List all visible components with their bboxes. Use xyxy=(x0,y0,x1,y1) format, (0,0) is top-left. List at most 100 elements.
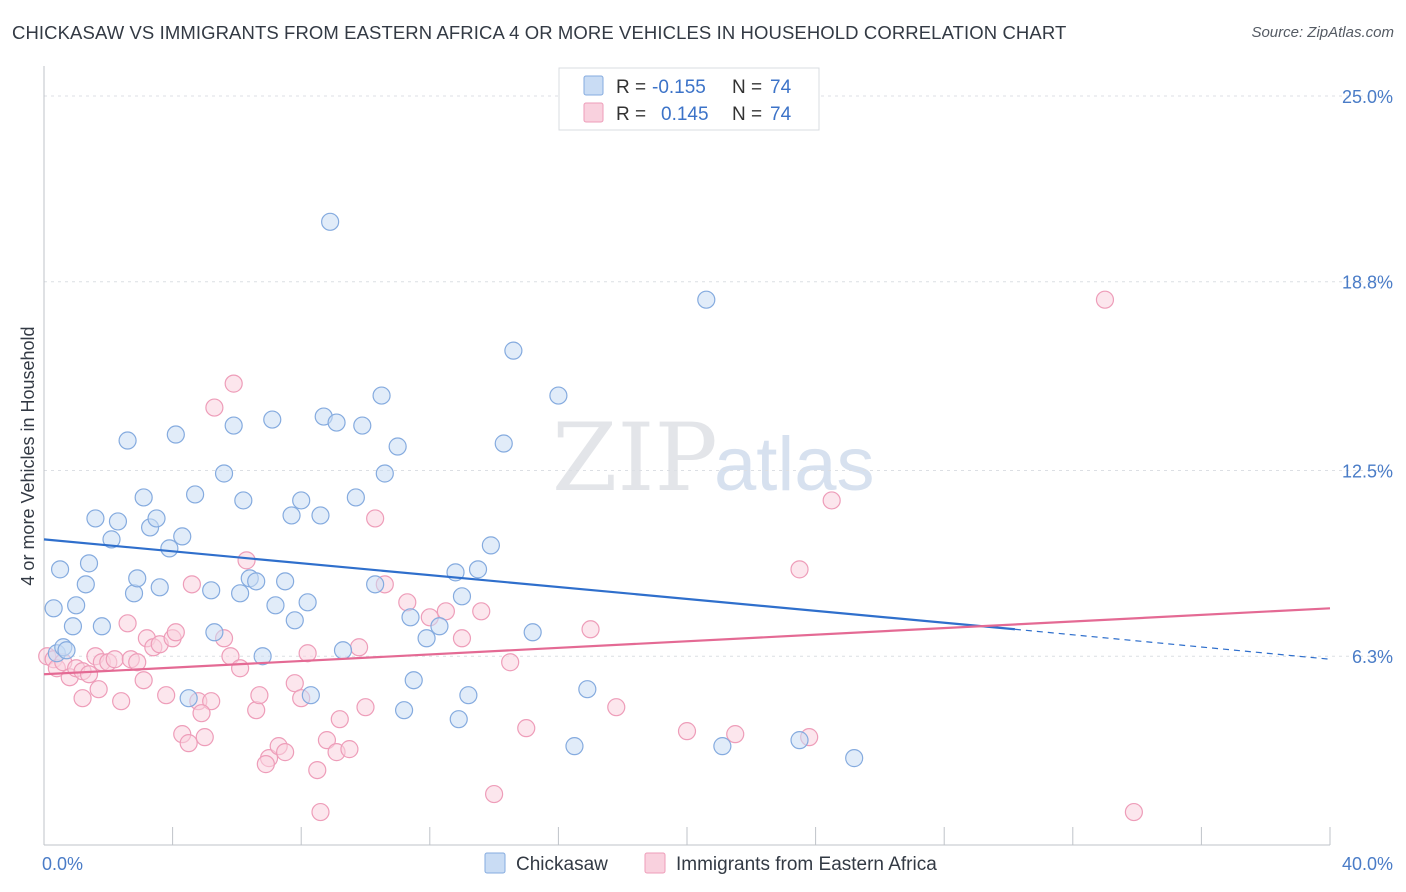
chickasaw-point-40 xyxy=(299,594,316,611)
chickasaw-point-41 xyxy=(302,687,319,704)
chickasaw-point-21 xyxy=(167,426,184,443)
immigrants-point-13 xyxy=(113,693,130,710)
x-tick-label-1: 40.0% xyxy=(1342,854,1393,874)
immigrants-point-14 xyxy=(119,615,136,632)
chickasaw-point-25 xyxy=(203,582,220,599)
chickasaw-point-62 xyxy=(505,342,522,359)
legend-r-value-2: 0.145 xyxy=(661,104,709,125)
chickasaw-point-69 xyxy=(791,732,808,749)
chickasaw-point-26 xyxy=(206,624,223,641)
immigrants-point-34 xyxy=(232,660,249,677)
chickasaw-point-19 xyxy=(151,579,168,596)
immigrants-point-51 xyxy=(367,510,384,527)
immigrants-point-59 xyxy=(502,654,519,671)
chickasaw-point-36 xyxy=(277,573,294,590)
chickasaw-point-39 xyxy=(293,492,310,509)
immigrants-point-69 xyxy=(1125,804,1142,821)
immigrants-point-12 xyxy=(106,651,123,668)
immigrants-point-61 xyxy=(582,621,599,638)
immigrants-point-64 xyxy=(727,726,744,743)
legend-swatch-immigrants xyxy=(584,103,603,122)
y-axis-label: 4 or more Vehicles in Household xyxy=(18,326,38,585)
immigrants-point-35 xyxy=(238,552,255,569)
chickasaw-point-4 xyxy=(58,642,75,659)
immigrants-eastern-africa-points xyxy=(39,291,1143,820)
y-tick-label-1: 12.5% xyxy=(1342,461,1393,481)
y-tick-label-0: 6.3% xyxy=(1352,647,1393,667)
chickasaw-point-22 xyxy=(174,528,191,545)
legend-r-label-1: R = xyxy=(616,77,646,98)
chickasaw-point-16 xyxy=(135,489,152,506)
chickasaw-point-7 xyxy=(77,576,94,593)
chickasaw-point-35 xyxy=(267,597,284,614)
watermark-atlas: atlas xyxy=(714,422,875,507)
chickasaw-point-3 xyxy=(52,561,69,578)
chickasaw-point-20 xyxy=(161,540,178,557)
immigrants-point-62 xyxy=(608,699,625,716)
chickasaw-point-71 xyxy=(450,711,467,728)
chickasaw-point-60 xyxy=(482,537,499,554)
immigrants-point-68 xyxy=(1096,291,1113,308)
immigrants-point-44 xyxy=(309,762,326,779)
chickasaw-point-48 xyxy=(354,417,371,434)
legend-n-value-2: 74 xyxy=(770,104,792,125)
immigrants-point-67 xyxy=(823,492,840,509)
chickasaw-point-47 xyxy=(347,489,364,506)
chickasaw-point-61 xyxy=(495,435,512,452)
immigrants-point-60 xyxy=(518,720,535,737)
chickasaw-point-12 xyxy=(109,513,126,530)
immigrants-point-23 xyxy=(167,624,184,641)
chickasaw-point-63 xyxy=(524,624,541,641)
chickasaw-point-8 xyxy=(81,555,98,572)
chickasaw-trend-extension xyxy=(1015,629,1330,659)
chickasaw-point-9 xyxy=(87,510,104,527)
chickasaw-point-72 xyxy=(470,561,487,578)
chickasaw-point-6 xyxy=(68,597,85,614)
immigrants-point-21 xyxy=(158,687,175,704)
immigrants-point-63 xyxy=(679,723,696,740)
chickasaw-point-45 xyxy=(328,414,345,431)
immigrants-point-56 xyxy=(453,630,470,647)
chickasaw-point-50 xyxy=(373,387,390,404)
chickasaw-point-5 xyxy=(64,618,81,635)
chickasaw-point-64 xyxy=(550,387,567,404)
immigrants-point-43 xyxy=(299,645,316,662)
immigrants-point-73 xyxy=(193,705,210,722)
immigrants-point-25 xyxy=(180,735,197,752)
immigrants-point-33 xyxy=(225,375,242,392)
chickasaw-point-42 xyxy=(312,507,329,524)
chickasaw-point-52 xyxy=(389,438,406,455)
stats-legend: R = -0.155 N = 74 R = 0.145 N = 74 xyxy=(559,68,819,130)
immigrants-point-50 xyxy=(357,699,374,716)
chickasaw-point-13 xyxy=(119,432,136,449)
immigrants-point-57 xyxy=(473,603,490,620)
chickasaw-point-23 xyxy=(180,690,197,707)
immigrants-point-72 xyxy=(74,690,91,707)
legend-r-label-2: R = xyxy=(616,104,646,125)
chickasaw-point-28 xyxy=(225,417,242,434)
immigrants-point-26 xyxy=(183,576,200,593)
chickasaw-point-53 xyxy=(396,702,413,719)
chickasaw-point-24 xyxy=(187,486,204,503)
chickasaw-point-65 xyxy=(566,738,583,755)
chickasaw-point-18 xyxy=(148,510,165,527)
immigrants-point-37 xyxy=(251,687,268,704)
legend-n-label-2: N = xyxy=(732,104,762,125)
chickasaw-point-70 xyxy=(846,750,863,767)
immigrants-point-58 xyxy=(486,786,503,803)
legend-r-value-1: -0.155 xyxy=(652,77,706,98)
legend-swatch-chickasaw xyxy=(584,76,603,95)
x-tick-label-0: 0.0% xyxy=(42,854,83,874)
chickasaw-point-58 xyxy=(453,588,470,605)
chickasaw-point-30 xyxy=(235,492,252,509)
chickasaw-point-56 xyxy=(431,618,448,635)
immigrants-point-48 xyxy=(341,741,358,758)
y-tick-label-3: 25.0% xyxy=(1342,87,1393,107)
immigrants-point-9 xyxy=(90,681,107,698)
chickasaw-point-32 xyxy=(248,573,265,590)
chickasaw-point-66 xyxy=(579,681,596,698)
series-legend-label-immigrants: Immigrants from Eastern Africa xyxy=(676,854,937,875)
immigrants-point-30 xyxy=(206,399,223,416)
immigrants-point-7 xyxy=(81,666,98,683)
series-legend: Chickasaw Immigrants from Eastern Africa xyxy=(485,853,937,875)
